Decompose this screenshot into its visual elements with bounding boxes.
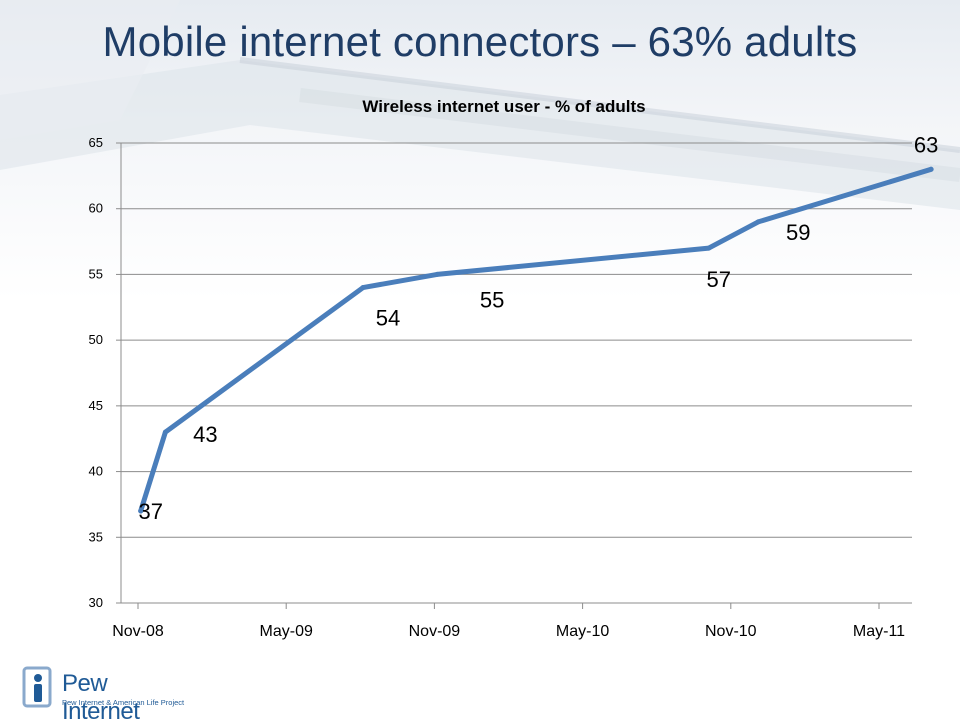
pew-internet-logo: Pew Internet Pew Internet & American Lif… xyxy=(22,664,185,725)
line-chart: Wireless internet user - % of adults 303… xyxy=(89,97,939,640)
data-labels-layer: 37 43 54 55 57 59 63 xyxy=(138,132,938,524)
data-point xyxy=(755,219,761,225)
y-tick-label: 45 xyxy=(89,398,103,413)
data-point xyxy=(928,166,934,172)
data-label: 55 xyxy=(480,287,504,312)
data-point xyxy=(162,429,168,435)
gridlines xyxy=(121,142,912,538)
data-point xyxy=(138,508,144,514)
x-tick-label: Nov-09 xyxy=(409,623,461,640)
y-tick-label: 35 xyxy=(89,529,103,544)
y-tick-label: 55 xyxy=(89,266,103,281)
y-axis-ticks: 30 35 40 45 50 55 60 65 xyxy=(89,135,103,610)
logo-subtitle: Pew Internet & American Life Project xyxy=(62,698,185,707)
x-tick-label: Nov-08 xyxy=(112,623,164,640)
x-tick-label: May-10 xyxy=(556,623,609,640)
data-label: 54 xyxy=(376,306,400,331)
chart-title: Wireless internet user - % of adults xyxy=(362,97,645,116)
y-tick-label: 50 xyxy=(89,332,103,347)
series-layer xyxy=(138,166,934,514)
data-label: 59 xyxy=(786,220,810,245)
data-point xyxy=(434,271,440,277)
y-tick-label: 40 xyxy=(89,464,103,479)
x-tick-label: Nov-10 xyxy=(705,623,757,640)
data-label: 57 xyxy=(707,267,731,292)
x-tick-label: May-11 xyxy=(853,623,905,640)
data-point xyxy=(706,245,712,251)
y-tick-label: 60 xyxy=(89,201,103,216)
x-tick-label: May-09 xyxy=(260,623,313,640)
y-tick-label: 30 xyxy=(89,595,103,610)
data-label: 63 xyxy=(914,132,938,157)
axes xyxy=(116,142,912,609)
data-label: 37 xyxy=(138,499,162,524)
x-axis-ticks: Nov-08 May-09 Nov-09 May-10 Nov-10 May-11 xyxy=(112,623,905,640)
y-tick-label: 65 xyxy=(89,135,103,150)
pew-logo-icon xyxy=(22,666,52,708)
data-label: 43 xyxy=(193,422,217,447)
slide-title: Mobile internet connectors – 63% adults xyxy=(102,18,858,65)
data-point xyxy=(360,285,366,291)
